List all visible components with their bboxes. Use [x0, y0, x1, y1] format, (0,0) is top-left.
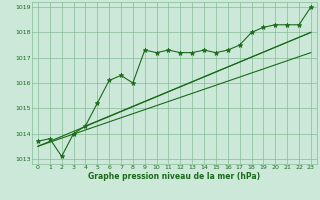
X-axis label: Graphe pression niveau de la mer (hPa): Graphe pression niveau de la mer (hPa)	[88, 172, 260, 181]
